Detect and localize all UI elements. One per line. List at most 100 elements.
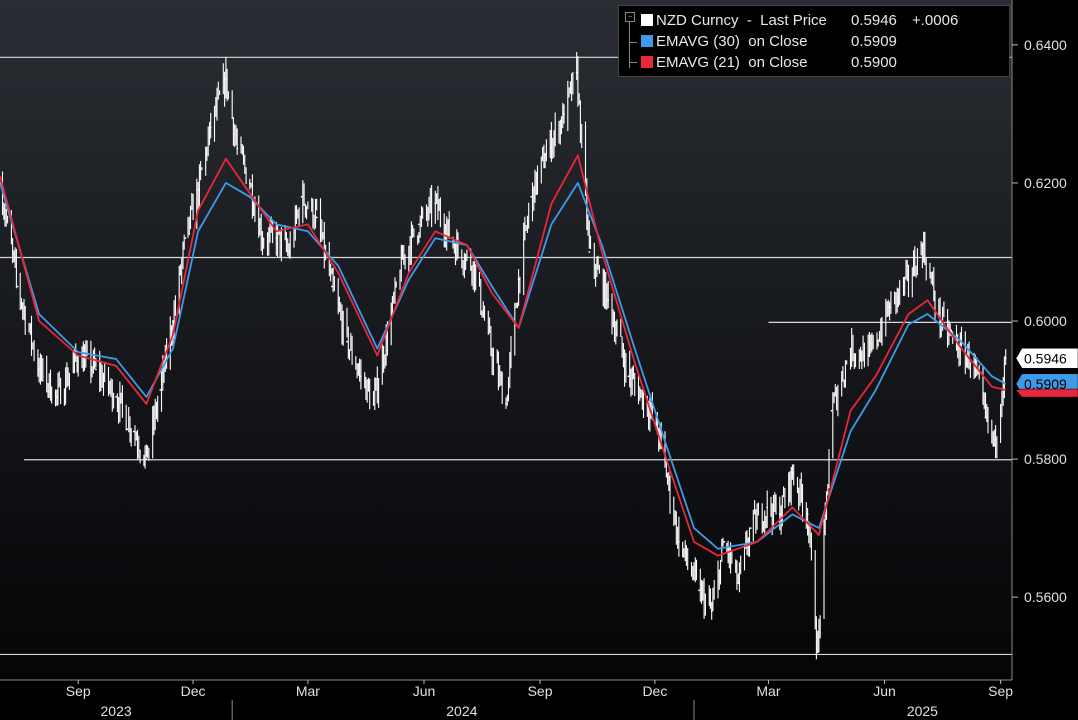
price-point-23 — [346, 340, 348, 343]
value-tag-label-0: 0.5946 — [1024, 350, 1067, 366]
x-tick-label-2: Mar — [296, 683, 320, 699]
legend-tree-branch — [629, 42, 637, 43]
price-point-35 — [530, 195, 533, 198]
price-point-44 — [677, 541, 680, 543]
y-tick-label-3: 0.5800 — [1024, 451, 1067, 467]
price-point-31 — [472, 264, 475, 267]
x-year-label-0: 2023 — [101, 703, 132, 719]
x-year-label-2: 2025 — [907, 703, 938, 719]
price-point-33 — [505, 402, 507, 405]
price-point-64 — [984, 416, 987, 419]
price-point-51 — [778, 513, 781, 516]
plot-background — [0, 0, 1012, 680]
price-point-28 — [418, 223, 420, 226]
price-point-13 — [209, 126, 212, 129]
legend-swatch-ema30 — [641, 35, 653, 47]
price-point-61 — [939, 320, 941, 322]
price-point-3 — [55, 396, 58, 398]
price-point-55 — [830, 409, 833, 412]
price-point-30 — [453, 244, 456, 246]
legend-label-price: NZD Curncy - Last Price — [656, 11, 827, 29]
price-point-66 — [1004, 357, 1007, 360]
price-point-62 — [958, 347, 960, 350]
price-point-5 — [95, 368, 97, 371]
price-point-39 — [588, 251, 591, 253]
price-point-24 — [359, 375, 362, 378]
price-point-29 — [434, 202, 437, 205]
price-point-19 — [288, 251, 290, 253]
value-tag-2 — [1015, 388, 1078, 398]
price-point-52 — [791, 471, 794, 474]
price-point-16 — [248, 182, 251, 184]
value-tag-0: 0.5946 — [1015, 348, 1078, 369]
legend-value-ema21: 0.5900 — [851, 54, 897, 71]
price-point-15 — [236, 147, 239, 150]
x-tick-label-3: Jun — [413, 683, 436, 699]
price-point-18 — [275, 237, 278, 240]
legend-value-price: 0.5946 — [851, 12, 897, 29]
price-point-60 — [921, 244, 924, 246]
y-tick-label-4: 0.5600 — [1024, 589, 1067, 605]
legend-value-ema30: 0.5909 — [851, 33, 897, 50]
price-point-58 — [888, 306, 891, 309]
price-point-54 — [816, 651, 819, 654]
price-point-41 — [627, 375, 630, 378]
price-point-65 — [993, 444, 996, 447]
price-point-8 — [145, 458, 148, 460]
price-point-9 — [159, 389, 162, 391]
y-tick-label-1: 0.6200 — [1024, 175, 1067, 191]
price-point-10 — [171, 320, 174, 322]
price-point-2 — [38, 368, 41, 371]
price-point-59 — [907, 278, 910, 281]
legend-change-price: +.0006 — [912, 12, 959, 29]
legend-collapse-icon[interactable]: − — [625, 12, 635, 22]
price-point-20 — [300, 195, 303, 198]
value-tag-shape-2 — [1015, 388, 1078, 398]
x-tick-label-4: Sep — [528, 683, 553, 699]
series-group — [0, 52, 1007, 660]
price-point-40 — [607, 299, 610, 302]
value-tag-shape-0 — [1015, 348, 1078, 369]
price-point-53 — [806, 513, 809, 516]
legend-label-ema21: EMAVG (21) on Close — [656, 53, 808, 71]
price-point-7 — [132, 430, 135, 433]
y-tick-label-2: 0.6000 — [1024, 313, 1067, 329]
legend-tree-line — [629, 21, 630, 68]
x-tick-label-0: Sep — [66, 683, 91, 699]
x-tick-label-1: Dec — [181, 683, 206, 699]
price-point-22 — [330, 285, 333, 288]
price-point-57 — [868, 354, 871, 357]
price-point-50 — [766, 506, 769, 509]
legend-entry-ema30: EMAVG (30) on Close — [641, 31, 807, 51]
price-point-32 — [491, 354, 494, 357]
legend-swatch-ema21 — [641, 56, 653, 68]
legend-label-ema30: EMAVG (30) on Close — [656, 32, 808, 50]
price-point-56 — [849, 347, 852, 350]
price-point-34 — [517, 278, 520, 281]
value-tag-label-1: 0.5909 — [1024, 376, 1067, 392]
x-tick-label-7: Jun — [873, 683, 896, 699]
price-point-11 — [184, 237, 187, 240]
price-point-21 — [315, 216, 318, 219]
price-point-27 — [401, 257, 404, 260]
price-point-36 — [544, 154, 547, 157]
price-point-25 — [372, 402, 375, 405]
price-point-47 — [723, 541, 726, 543]
legend-swatch-price — [641, 14, 653, 26]
x-axis-background — [0, 681, 1078, 720]
price-point-12 — [197, 188, 200, 191]
price-point-37 — [563, 113, 565, 115]
x-year-label-1: 2024 — [446, 703, 477, 719]
price-point-45 — [698, 589, 700, 592]
price-point-14 — [224, 78, 227, 81]
y-tick-label-0: 0.6400 — [1024, 37, 1067, 53]
price-point-38 — [575, 71, 578, 74]
x-tick-label-8: Sep — [988, 683, 1013, 699]
x-tick-label-5: Dec — [642, 683, 667, 699]
price-point-49 — [749, 527, 752, 530]
price-point-17 — [261, 237, 264, 240]
price-point-46 — [710, 610, 713, 612]
